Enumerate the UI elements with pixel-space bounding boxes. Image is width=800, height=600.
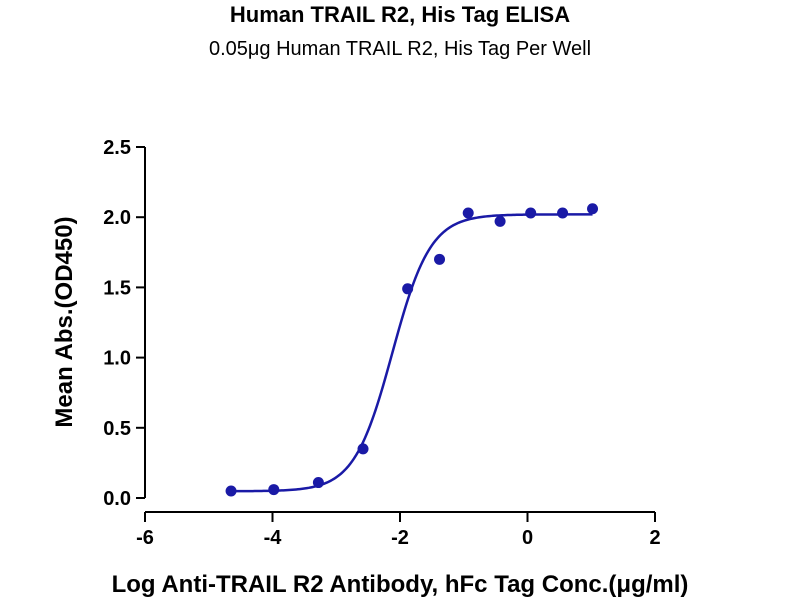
data-point: [462, 207, 474, 219]
data-point: [402, 283, 414, 295]
data-point: [268, 484, 280, 496]
x-tick-label: 2: [649, 527, 660, 549]
x-tick-label: -6: [136, 527, 154, 549]
y-tick-label: 1.5: [103, 277, 131, 299]
fit-curve-layer: [231, 213, 593, 493]
data-point: [557, 207, 569, 219]
y-tick-label: 2.5: [103, 137, 131, 159]
x-tick-label: -4: [264, 527, 283, 549]
data-point: [525, 207, 537, 219]
data-point: [225, 485, 237, 497]
chart-title: Human TRAIL R2, His Tag ELISA: [229, 2, 571, 27]
data-point: [494, 215, 506, 227]
y-tick-label: 0.5: [103, 418, 131, 440]
y-axis-title: Mean Abs.(OD450): [51, 216, 78, 427]
data-point: [587, 203, 599, 215]
y-tick-label: 0.0: [103, 488, 131, 510]
data-point: [357, 443, 369, 455]
fit-curve: [231, 213, 593, 493]
x-tick-label: 0: [522, 527, 533, 549]
y-tick-label: 2.0: [103, 207, 131, 229]
x-tick-label: -2: [391, 527, 409, 549]
axes: 0.0 0.5 1.0 1.5 2.0 2.5 -6 -4 -2 0 2: [103, 137, 660, 549]
data-points-layer: [225, 203, 599, 497]
data-point: [312, 477, 324, 489]
data-point: [434, 253, 446, 265]
y-tick-label: 1.0: [103, 348, 131, 370]
x-axis-title: Log Anti-TRAIL R2 Antibody, hFc Tag Conc…: [112, 571, 689, 598]
chart-subtitle: 0.05μg Human TRAIL R2, His Tag Per Well: [208, 38, 592, 60]
